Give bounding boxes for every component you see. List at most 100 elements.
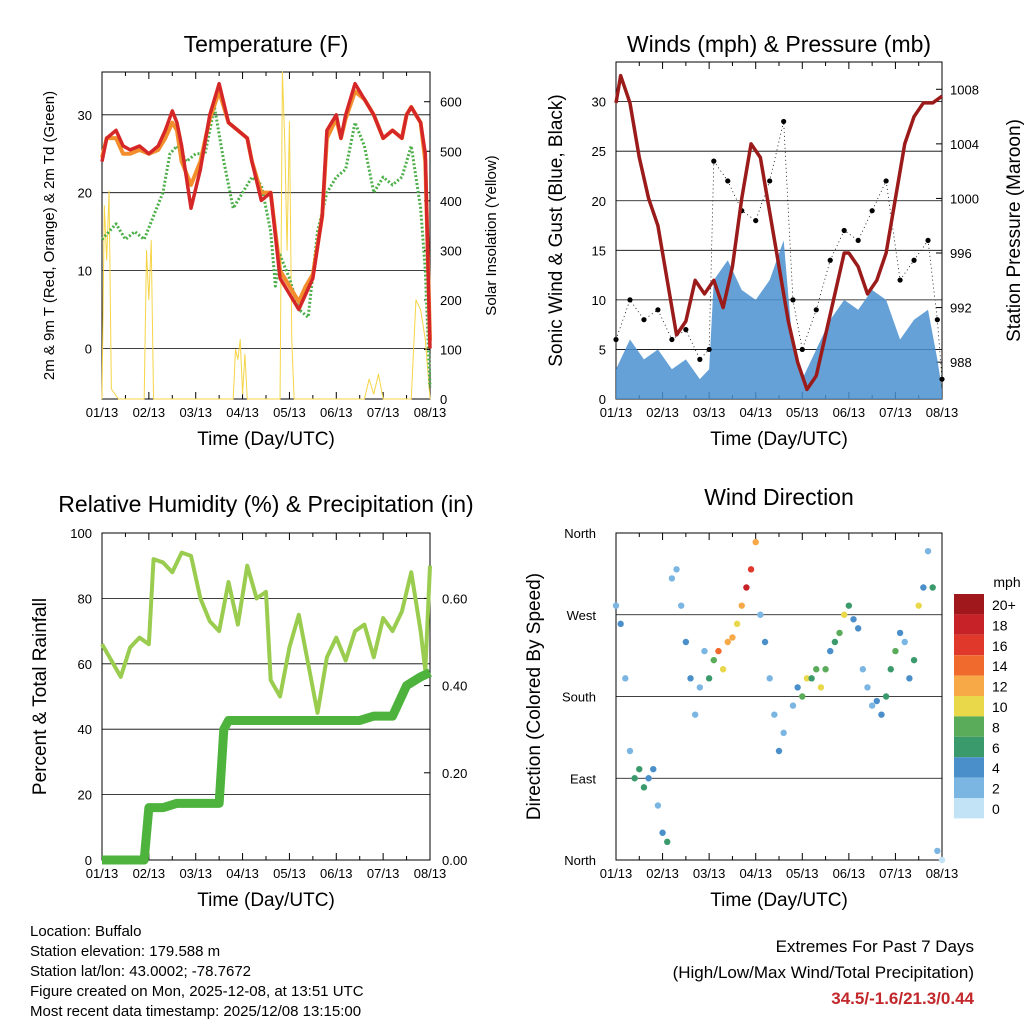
precip-series bbox=[102, 668, 432, 865]
gust-point bbox=[641, 317, 647, 323]
direction-point bbox=[705, 675, 713, 682]
direction-point bbox=[813, 666, 820, 673]
direction-point bbox=[678, 602, 685, 609]
colorbar-label: 14 bbox=[992, 658, 1008, 674]
direction-point bbox=[687, 675, 694, 682]
colorbar-label: 0 bbox=[992, 801, 1000, 817]
direction-point bbox=[854, 625, 862, 632]
x-tick-label: 08/13 bbox=[414, 405, 447, 420]
y-tick-label: 0 bbox=[85, 341, 92, 356]
x-axis-label: Time (Day/UTC) bbox=[710, 429, 848, 450]
x-tick-label: 06/13 bbox=[320, 405, 353, 420]
y2-tick-label: 0.40 bbox=[442, 679, 467, 694]
gust-point bbox=[883, 178, 889, 184]
y2-tick-label: 0.60 bbox=[442, 591, 467, 606]
direction-point bbox=[719, 666, 727, 673]
x-tick-label: 05/13 bbox=[273, 866, 306, 881]
humidity-series bbox=[100, 550, 432, 715]
temperature-panel: 01/13 02/13 03/13 04/13 05/13 06/13 07/13 08/13… bbox=[41, 31, 500, 450]
direction-point bbox=[696, 684, 704, 691]
x-tick-label: 05/13 bbox=[273, 405, 306, 420]
y2-tick-label: 200 bbox=[440, 293, 462, 308]
direction-point bbox=[836, 629, 843, 637]
direction-point bbox=[910, 656, 918, 664]
created-text: Figure created on Mon, 2025-12-08, at 13… bbox=[30, 983, 364, 1000]
y2-tick-label: 0.00 bbox=[442, 853, 467, 868]
x-axis-label: Time (Day/UTC) bbox=[197, 429, 335, 450]
x-tick-label: 08/13 bbox=[926, 866, 959, 881]
extremes-title: Extremes For Past 7 Days bbox=[775, 937, 974, 956]
direction-point bbox=[868, 702, 876, 709]
direction-point bbox=[845, 602, 853, 609]
direction-point bbox=[775, 747, 783, 755]
gust-point bbox=[753, 217, 759, 224]
colorbar-label: 4 bbox=[992, 760, 1000, 776]
x-tick-label: 01/13 bbox=[600, 405, 633, 420]
winds-pressure-panel: 01/13 02/13 03/13 04/13 05/13 06/13 07/13 08/13… bbox=[546, 31, 1024, 450]
direction-point bbox=[938, 856, 946, 864]
y-tick-label: East bbox=[570, 771, 596, 786]
y2-tick-label: 100 bbox=[440, 342, 462, 357]
extremes-values: 34.5/-1.6/21.3/0.44 bbox=[831, 989, 974, 1008]
direction-point bbox=[631, 775, 638, 782]
y2-tick-label: 600 bbox=[440, 95, 462, 110]
direction-point bbox=[841, 611, 848, 618]
y-axis-label: Direction (Colored By Speed) bbox=[524, 573, 545, 820]
y-tick-label: 20 bbox=[78, 788, 92, 803]
gust-point bbox=[706, 346, 712, 353]
x-tick-label: 02/13 bbox=[133, 866, 166, 881]
y-tick-label: 30 bbox=[78, 108, 92, 123]
direction-point bbox=[803, 675, 811, 682]
chart-title: Temperature (F) bbox=[184, 31, 349, 57]
y-tick-label: 10 bbox=[592, 293, 606, 308]
x-tick-label: 08/13 bbox=[926, 405, 959, 420]
direction-point bbox=[733, 620, 741, 628]
y2-axis-label: Station Pressure (Maroon) bbox=[1004, 119, 1024, 342]
station-info: Location: Buffalo Station elevation: 179… bbox=[30, 922, 364, 1022]
direction-point bbox=[673, 566, 680, 573]
direction-point bbox=[752, 538, 759, 546]
direction-point bbox=[901, 638, 908, 646]
direction-point bbox=[761, 638, 769, 646]
direction-point bbox=[757, 611, 764, 618]
direction-point bbox=[887, 666, 894, 673]
direction-point bbox=[906, 675, 913, 682]
y-tick-label: South bbox=[562, 690, 596, 705]
direction-point bbox=[654, 802, 662, 809]
y-axis-label: Sonic Wind & Gust (Blue, Black) bbox=[546, 94, 567, 366]
location-text: Location: Buffalo bbox=[30, 923, 142, 940]
speed-colorbar: mph 20+ 18 16 14 12 10 8 6 4 2 0 bbox=[954, 574, 1021, 819]
x-tick-label: 05/13 bbox=[786, 405, 819, 420]
x-tick-label: 06/13 bbox=[320, 866, 353, 881]
direction-point bbox=[892, 647, 899, 655]
colorbar-label: 18 bbox=[992, 617, 1008, 633]
direction-point bbox=[822, 666, 829, 673]
direction-point bbox=[622, 675, 629, 682]
colorbar-swatch bbox=[954, 634, 984, 656]
direction-point bbox=[626, 747, 634, 755]
direction-point bbox=[817, 684, 825, 691]
direction-point bbox=[896, 629, 904, 637]
direction-point bbox=[882, 693, 890, 700]
x-tick-label: 04/13 bbox=[739, 405, 772, 420]
x-tick-label: 01/13 bbox=[86, 405, 119, 420]
y-tick-label: 15 bbox=[592, 243, 606, 258]
dewpoint-series bbox=[100, 105, 432, 388]
x-tick-label: 03/13 bbox=[693, 866, 726, 881]
pressure-series bbox=[614, 73, 944, 392]
colorbar-swatch bbox=[954, 655, 984, 676]
gust-point bbox=[781, 118, 787, 125]
direction-point bbox=[691, 711, 699, 718]
direction-point bbox=[636, 765, 643, 773]
x-tick-label: 06/13 bbox=[833, 866, 866, 881]
direction-point bbox=[878, 711, 885, 718]
colorbar-label: 8 bbox=[992, 719, 1000, 735]
gust-point bbox=[627, 297, 633, 303]
x-tick-label: 03/13 bbox=[179, 866, 212, 881]
solar-series bbox=[101, 71, 431, 400]
colorbar-label: 20+ bbox=[992, 597, 1016, 613]
x-tick-label: 02/13 bbox=[646, 405, 679, 420]
y2-tick-label: 1004 bbox=[950, 137, 979, 152]
y-tick-label: 40 bbox=[78, 722, 92, 737]
extremes-box: Extremes For Past 7 Days (High/Low/Max W… bbox=[673, 934, 974, 1012]
